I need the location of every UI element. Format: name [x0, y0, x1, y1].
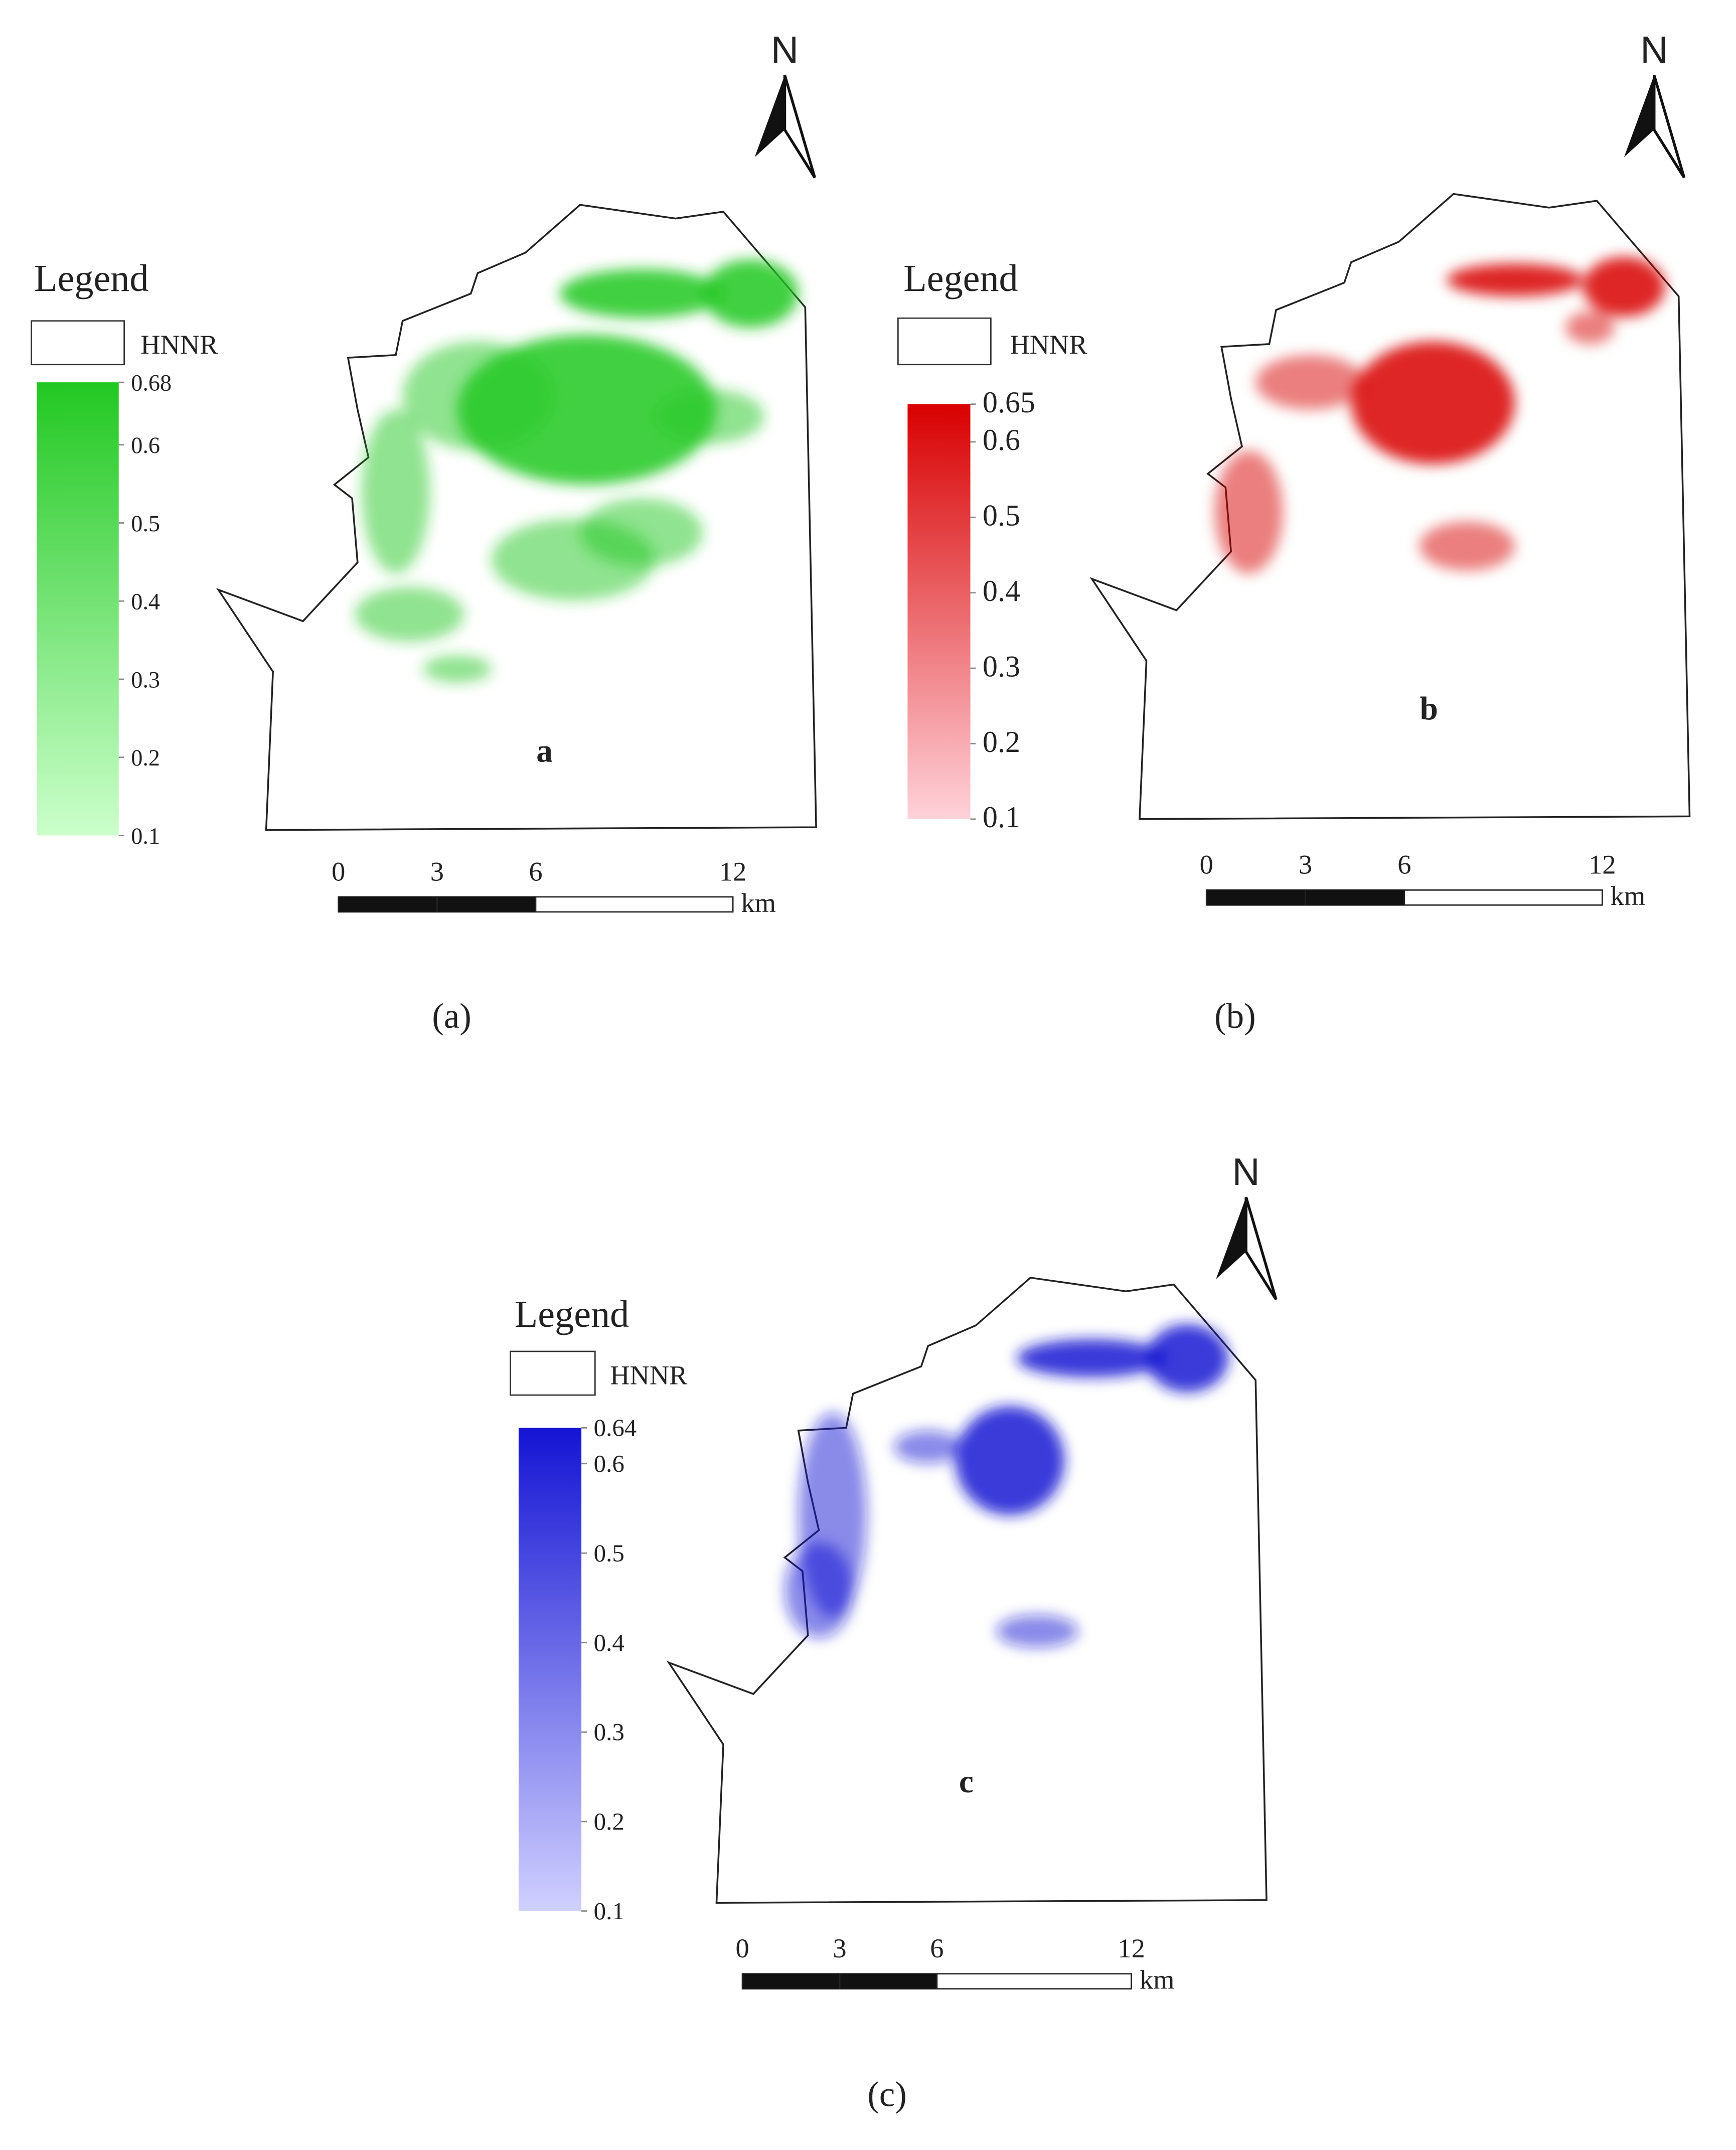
map-label: b	[1420, 691, 1438, 727]
colorbar-tick-label: 0.5	[983, 499, 1020, 532]
colorbar-tick-label: 0.3	[983, 650, 1020, 683]
legend-title: Legend	[34, 257, 148, 299]
colorbar-tick-label: 0.1	[131, 824, 160, 849]
surface-patch	[1447, 263, 1584, 296]
scale-tick-label: 12	[1118, 1933, 1145, 1963]
north-label: N	[1640, 29, 1668, 71]
legend-item: HNNR	[140, 330, 218, 360]
legend-title: Legend	[515, 1293, 629, 1335]
surface-patch	[894, 1430, 963, 1464]
surface-patch	[1255, 355, 1365, 410]
scale-unit: km	[1611, 881, 1646, 911]
legend-swatch	[897, 317, 992, 366]
north-arrow	[783, 75, 816, 179]
colorbar-tick-label: 0.6	[983, 423, 1020, 456]
surface-patch	[580, 498, 703, 567]
scale-tick-label: 0	[332, 856, 345, 886]
scale-tick-label: 6	[930, 1933, 943, 1963]
scale-tick-label: 0	[736, 1933, 749, 1963]
north-arrow	[1653, 75, 1686, 179]
scale-tick-label: 12	[1589, 850, 1616, 880]
colorbar-tick-label: 0.5	[594, 1539, 624, 1567]
colorbar-tick-label: 0.2	[594, 1808, 624, 1835]
map-label: a	[536, 733, 553, 770]
map-label: c	[959, 1764, 974, 1800]
colorbar-tick-label: 0.6	[594, 1450, 624, 1477]
colorbar-tick-label: 0.3	[131, 667, 160, 693]
surface-patch	[655, 389, 764, 444]
scale-tick-label: 3	[833, 1933, 846, 1963]
surface-patch	[559, 269, 724, 319]
legend-title: Legend	[903, 257, 1018, 299]
colorbar-tick-label: 0.3	[594, 1718, 624, 1746]
surface-patch	[1146, 1324, 1228, 1393]
panel: a Legend HNNR 0.68 0.6 0.5 0.4 0.3 0.2 0.1 0 3 6 12km…	[31, 29, 817, 1036]
scale-tick-label: 6	[1397, 850, 1411, 880]
colorbar-tick-label: 0.4	[594, 1629, 624, 1656]
colorbar-tick-label: 0.4	[131, 589, 160, 615]
legend-swatch	[31, 320, 125, 366]
legend-item: HNNR	[610, 1360, 688, 1390]
north-label: N	[771, 29, 799, 71]
surface-patch	[355, 587, 464, 642]
caption: (c)	[867, 2075, 907, 2114]
colorbar-tick-label: 0.68	[131, 370, 172, 396]
legend-swatch	[510, 1350, 596, 1396]
colorbar-tick-label: 0.6	[131, 433, 160, 458]
surface	[355, 259, 799, 683]
surface-patch	[1351, 341, 1515, 465]
surface	[1214, 256, 1665, 574]
north-arrow	[1244, 1196, 1278, 1301]
colorbar-tick-label: 0.65	[983, 386, 1035, 419]
surface-patch	[996, 1615, 1078, 1648]
colorbar-tick-label: 0.1	[983, 801, 1020, 834]
surface-patch	[784, 1542, 853, 1638]
colorbar-tick-label: 0.2	[131, 745, 160, 771]
caption: (a)	[432, 997, 471, 1036]
scale-tick-label: 6	[529, 856, 542, 886]
scale-tick-label: 12	[719, 856, 746, 886]
colorbar-tick-label: 0.2	[983, 725, 1020, 758]
scale-unit: km	[1140, 1965, 1175, 1995]
north-label: N	[1232, 1151, 1260, 1193]
north-arrow	[754, 75, 785, 158]
colorbar-tick-label: 0.1	[594, 1897, 624, 1925]
colorbar-tick-label: 0.64	[594, 1414, 637, 1442]
surface-patch	[1565, 311, 1615, 344]
north-arrow	[1624, 75, 1654, 158]
surface-patch	[1583, 256, 1665, 317]
panel: c Legend HNNR 0.64 0.6 0.5 0.4 0.3 0.2 0.1 0 3 6 12km…	[510, 1151, 1278, 2114]
surface-patch	[1419, 521, 1515, 571]
surface-patch	[955, 1406, 1065, 1515]
legend-item: HNNR	[1010, 330, 1087, 360]
north-arrow	[1216, 1197, 1246, 1279]
scale-unit: km	[741, 888, 776, 918]
surface-patch	[423, 655, 492, 683]
surface	[784, 1324, 1228, 1648]
surface-patch	[402, 341, 553, 451]
surface-patch	[1214, 450, 1283, 574]
colorbar	[907, 404, 971, 819]
colorbar-tick-label: 0.4	[983, 574, 1020, 607]
colorbar-tick-label: 0.5	[131, 511, 160, 537]
surface-patch	[362, 409, 430, 574]
surface-patch	[1017, 1339, 1167, 1377]
panel: b Legend HNNR 0.65 0.6 0.5 0.4 0.3 0.2 0.1 0 3 6 12km…	[897, 29, 1691, 1036]
scale-tick-label: 3	[1299, 850, 1312, 880]
colorbar	[518, 1428, 582, 1911]
scale-tick-label: 0	[1200, 850, 1213, 880]
surface-patch	[703, 259, 799, 328]
scale-tick-label: 3	[430, 856, 444, 886]
caption: (b)	[1214, 997, 1255, 1036]
colorbar	[37, 382, 119, 836]
